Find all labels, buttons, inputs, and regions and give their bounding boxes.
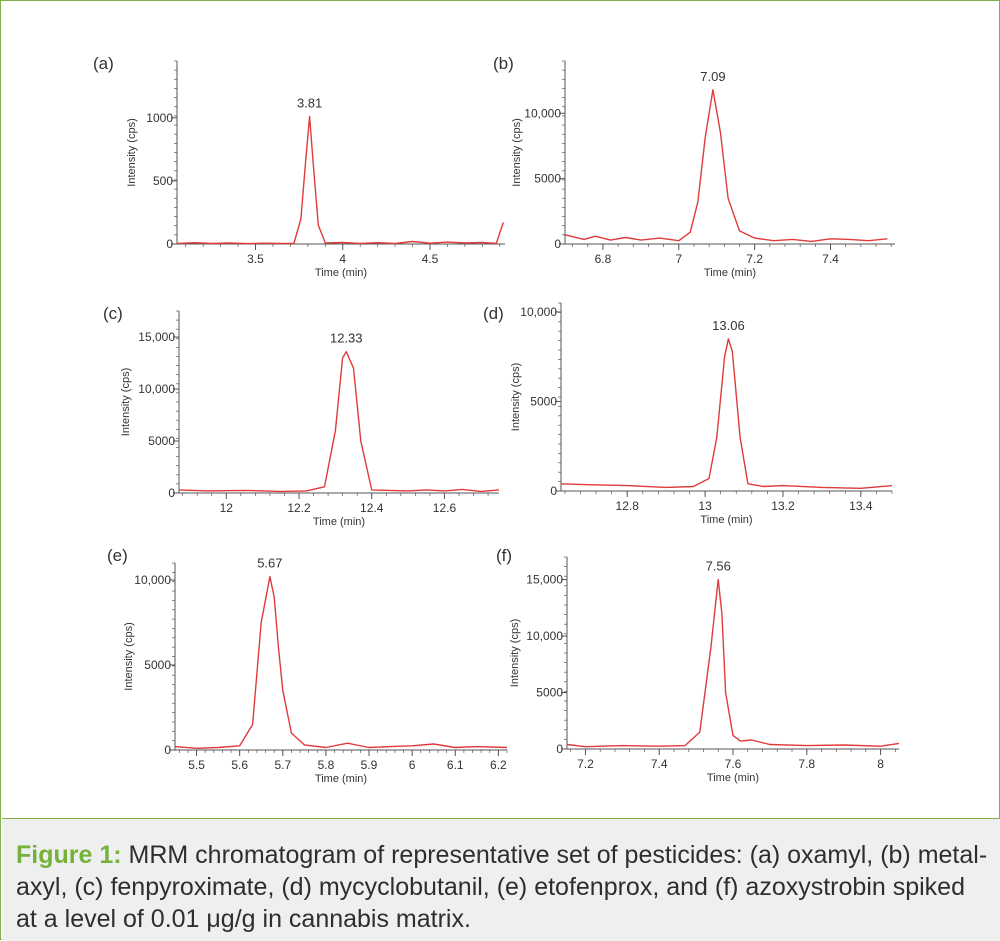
x-tick-label: 5.7 bbox=[274, 758, 291, 772]
x-tick-label: 12.2 bbox=[287, 501, 311, 515]
chromatogram-trace bbox=[176, 115, 504, 245]
peak-label: 3.81 bbox=[297, 96, 322, 111]
y-tick-label: 15,000 bbox=[526, 573, 563, 587]
y-tick-label: 10,000 bbox=[524, 106, 561, 120]
y-tick-label: 0 bbox=[168, 486, 175, 500]
y-tick-label: 10,000 bbox=[520, 305, 557, 319]
panel-label: (b) bbox=[493, 54, 514, 73]
x-tick-label: 5.9 bbox=[361, 758, 378, 772]
x-tick-label: 12 bbox=[220, 501, 234, 515]
peak-label: 13.06 bbox=[712, 318, 745, 333]
x-tick-label: 13 bbox=[698, 499, 712, 513]
x-tick-label: 12.6 bbox=[433, 501, 457, 515]
y-tick-label: 5000 bbox=[148, 434, 175, 448]
y-axis-label: Intensity (cps) bbox=[509, 619, 521, 687]
x-axis-label: Time (min) bbox=[313, 516, 365, 528]
x-axis-label: Time (min) bbox=[700, 514, 752, 526]
x-tick-label: 6.2 bbox=[490, 758, 507, 772]
y-tick-label: 10,000 bbox=[526, 629, 563, 643]
y-axis-label: Intensity (cps) bbox=[511, 118, 523, 186]
panel-label: (f) bbox=[496, 546, 512, 565]
x-axis-label: Time (min) bbox=[707, 772, 759, 784]
x-tick-label: 6.1 bbox=[447, 758, 464, 772]
figure-caption: Figure 1: MRM chromatogram of representa… bbox=[16, 839, 988, 935]
x-tick-label: 7.4 bbox=[822, 252, 839, 266]
y-axis-label: Intensity (cps) bbox=[120, 368, 132, 436]
chromatogram-trace bbox=[174, 575, 508, 749]
chromatogram-trace bbox=[564, 89, 888, 243]
chart-panel-2: 0 5000 10,000 6.8 7 7.2 7.4 Time (min) Intensity… bbox=[493, 54, 895, 279]
peak-label: 5.67 bbox=[257, 556, 282, 571]
x-tick-label: 5.5 bbox=[188, 758, 205, 772]
peak-label: 7.56 bbox=[706, 559, 731, 574]
chart-panel-4: 0 5000 10,000 12.8 13 13.2 13.4 Time (min) Inten… bbox=[483, 302, 893, 526]
y-tick-label: 10,000 bbox=[134, 573, 171, 587]
y-axis-label: Intensity (cps) bbox=[123, 622, 135, 690]
caption-box: Figure 1: MRM chromatogram of representa… bbox=[2, 818, 1000, 941]
x-tick-label: 7.4 bbox=[651, 757, 668, 771]
y-tick-label: 5000 bbox=[536, 686, 563, 700]
x-tick-label: 12.8 bbox=[616, 499, 640, 513]
panel-label: (e) bbox=[107, 546, 128, 565]
x-tick-label: 5.6 bbox=[231, 758, 248, 772]
chromatogram-trace bbox=[560, 338, 893, 489]
x-tick-label: 4.5 bbox=[422, 252, 439, 266]
chart-panel-1: 0 500 1000 3.5 4 4.5 Time (min) Intensity (cps)… bbox=[93, 54, 505, 279]
y-tick-label: 5000 bbox=[534, 172, 561, 186]
y-tick-label: 0 bbox=[554, 237, 561, 251]
y-tick-label: 0 bbox=[166, 237, 173, 251]
x-tick-label: 5.8 bbox=[318, 758, 335, 772]
chart-panel-6: 0 5000 10,000 15,000 7.2 7.4 7.6 7.8 8 Time (min)… bbox=[496, 546, 900, 784]
y-tick-label: 0 bbox=[556, 742, 563, 756]
y-tick-label: 10,000 bbox=[138, 382, 175, 396]
y-tick-label: 1000 bbox=[146, 111, 173, 125]
y-tick-label: 15,000 bbox=[138, 330, 175, 344]
caption-label: Figure 1: bbox=[16, 841, 122, 869]
x-tick-label: 13.4 bbox=[849, 499, 873, 513]
x-tick-label: 6 bbox=[409, 758, 416, 772]
x-tick-label: 7.2 bbox=[577, 757, 594, 771]
x-tick-label: 7.6 bbox=[725, 757, 742, 771]
x-axis-label: Time (min) bbox=[704, 267, 756, 279]
panel-label: (d) bbox=[483, 304, 504, 323]
x-tick-label: 7 bbox=[675, 252, 682, 266]
y-tick-label: 5000 bbox=[530, 394, 557, 408]
y-axis-label: Intensity (cps) bbox=[510, 363, 522, 431]
x-tick-label: 6.8 bbox=[595, 252, 612, 266]
x-tick-label: 3.5 bbox=[247, 252, 264, 266]
panel-label: (c) bbox=[103, 304, 123, 323]
y-tick-label: 0 bbox=[164, 743, 171, 757]
peak-label: 12.33 bbox=[330, 331, 363, 346]
y-tick-label: 0 bbox=[550, 484, 557, 498]
y-tick-label: 5000 bbox=[144, 658, 171, 672]
chart-panel-5: 0 5000 10,000 5.5 5.6 5.7 5.8 5.9 6 6.1 6.2 Time (m… bbox=[107, 546, 508, 785]
x-tick-label: 4 bbox=[339, 252, 346, 266]
chromatogram-trace bbox=[178, 350, 500, 493]
x-tick-label: 8 bbox=[877, 757, 884, 771]
chromatogram-trace bbox=[566, 578, 900, 748]
y-axis-label: Intensity (cps) bbox=[126, 118, 138, 186]
x-tick-label: 7.2 bbox=[746, 252, 763, 266]
x-axis-label: Time (min) bbox=[315, 267, 367, 279]
caption-text: MRM chromatogram of representative set o… bbox=[16, 841, 988, 933]
panel-label: (a) bbox=[93, 54, 114, 73]
chart-grid: 0 500 1000 3.5 4 4.5 Time (min) Intensity (cps)… bbox=[93, 54, 900, 785]
x-axis-label: Time (min) bbox=[315, 773, 367, 785]
chart-panel-3: 0 5000 10,000 15,000 12 12.2 12.4 12.6 Time (min… bbox=[103, 304, 500, 528]
x-tick-label: 7.8 bbox=[798, 757, 815, 771]
peak-label: 7.09 bbox=[700, 69, 725, 84]
y-tick-label: 500 bbox=[153, 174, 173, 188]
x-tick-label: 13.2 bbox=[771, 499, 795, 513]
x-tick-label: 12.4 bbox=[360, 501, 384, 515]
